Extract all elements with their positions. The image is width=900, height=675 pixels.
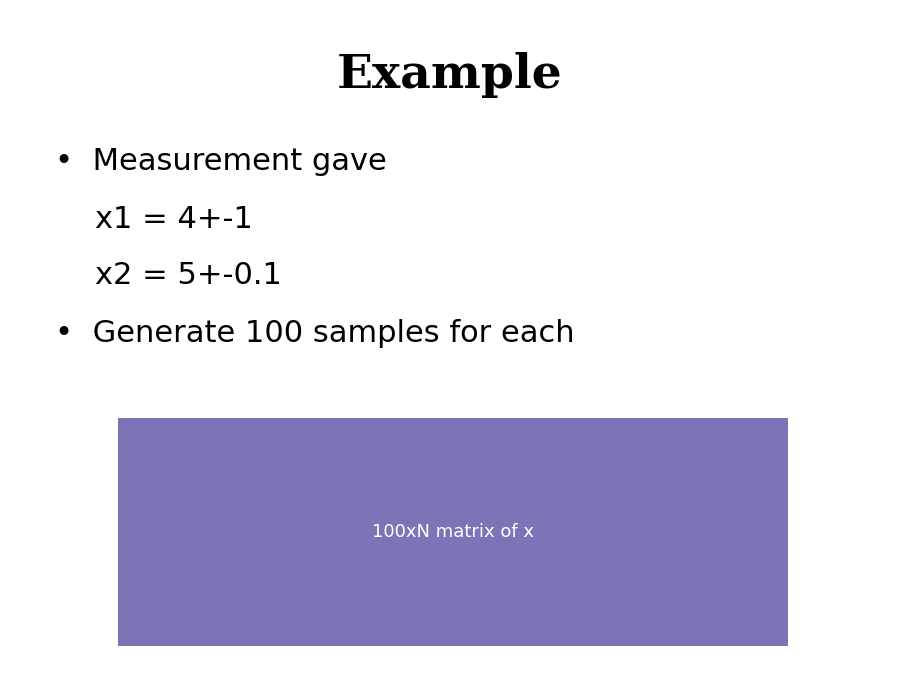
Text: •  Generate 100 samples for each: • Generate 100 samples for each <box>55 319 574 348</box>
Text: •  Measurement gave: • Measurement gave <box>55 148 387 176</box>
Bar <box>118 418 788 646</box>
Text: x2 = 5+-0.1: x2 = 5+-0.1 <box>95 261 282 290</box>
Text: x1 = 4+-1: x1 = 4+-1 <box>95 205 253 234</box>
Text: Example: Example <box>338 52 562 98</box>
Text: 100xN matrix of x: 100xN matrix of x <box>372 523 534 541</box>
